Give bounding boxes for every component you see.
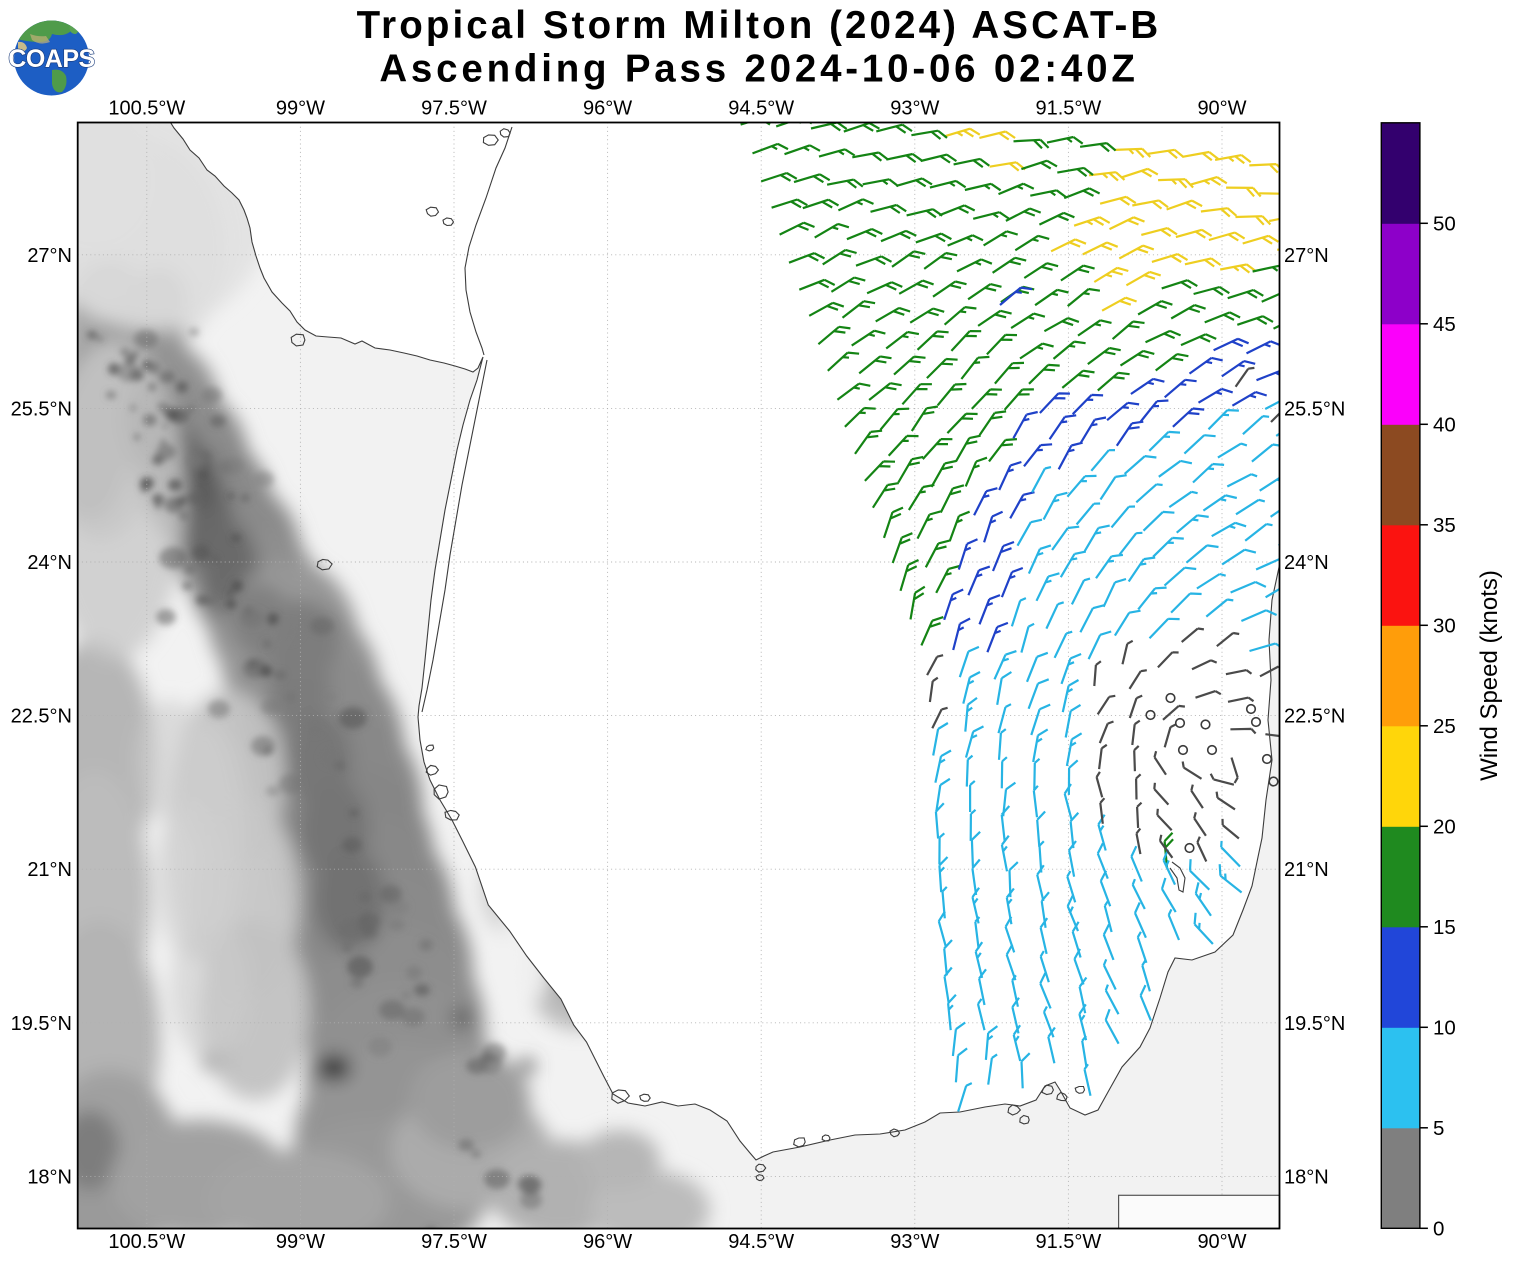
svg-text:Tropical Storm Milton (2024) A: Tropical Storm Milton (2024) ASCAT-B xyxy=(357,4,1162,47)
svg-text:10: 10 xyxy=(1433,1016,1456,1039)
svg-text:91.5°W: 91.5°W xyxy=(1035,98,1101,120)
svg-text:Ascending Pass 2024-10-06 02:4: Ascending Pass 2024-10-06 02:40Z xyxy=(379,48,1138,91)
svg-text:25: 25 xyxy=(1433,715,1456,738)
svg-text:25.5°N: 25.5°N xyxy=(1284,398,1345,420)
svg-text:50: 50 xyxy=(1433,212,1456,235)
svg-text:96°W: 96°W xyxy=(583,1231,632,1253)
svg-text:100.5°W: 100.5°W xyxy=(108,98,185,120)
svg-text:24°N: 24°N xyxy=(27,552,72,574)
svg-text:94.5°W: 94.5°W xyxy=(728,1231,794,1253)
svg-text:20: 20 xyxy=(1433,815,1456,838)
svg-text:18°N: 18°N xyxy=(27,1166,72,1188)
svg-text:90°W: 90°W xyxy=(1197,1231,1246,1253)
svg-text:Wind Speed (knots): Wind Speed (knots) xyxy=(1476,570,1503,781)
svg-text:99°W: 99°W xyxy=(276,98,325,120)
svg-text:40: 40 xyxy=(1433,413,1456,436)
svg-text:21°N: 21°N xyxy=(27,859,72,881)
svg-text:94.5°W: 94.5°W xyxy=(728,98,794,120)
svg-text:35: 35 xyxy=(1433,514,1456,537)
svg-text:93°W: 93°W xyxy=(890,1231,939,1253)
svg-text:21°N: 21°N xyxy=(1284,859,1329,881)
svg-text:99°W: 99°W xyxy=(276,1231,325,1253)
svg-text:100.5°W: 100.5°W xyxy=(108,1231,185,1253)
svg-text:27°N: 27°N xyxy=(27,245,72,267)
svg-text:25.5°N: 25.5°N xyxy=(11,398,72,420)
svg-text:90°W: 90°W xyxy=(1197,98,1246,120)
svg-text:22.5°N: 22.5°N xyxy=(11,706,72,728)
svg-text:96°W: 96°W xyxy=(583,98,632,120)
svg-text:19.5°N: 19.5°N xyxy=(1284,1013,1345,1035)
svg-text:91.5°W: 91.5°W xyxy=(1035,1231,1101,1253)
svg-text:27°N: 27°N xyxy=(1284,245,1329,267)
svg-text:24°N: 24°N xyxy=(1284,552,1329,574)
svg-text:5: 5 xyxy=(1433,1117,1444,1140)
svg-text:30: 30 xyxy=(1433,614,1456,637)
svg-text:COAPS: COAPS xyxy=(8,45,94,73)
svg-text:15: 15 xyxy=(1433,916,1456,939)
svg-text:22.5°N: 22.5°N xyxy=(1284,706,1345,728)
svg-text:97.5°W: 97.5°W xyxy=(421,1231,487,1253)
svg-text:0: 0 xyxy=(1433,1217,1444,1240)
svg-text:93°W: 93°W xyxy=(890,98,939,120)
svg-text:45: 45 xyxy=(1433,313,1456,336)
svg-text:97.5°W: 97.5°W xyxy=(421,98,487,120)
svg-text:18°N: 18°N xyxy=(1284,1166,1329,1188)
svg-text:19.5°N: 19.5°N xyxy=(11,1013,72,1035)
